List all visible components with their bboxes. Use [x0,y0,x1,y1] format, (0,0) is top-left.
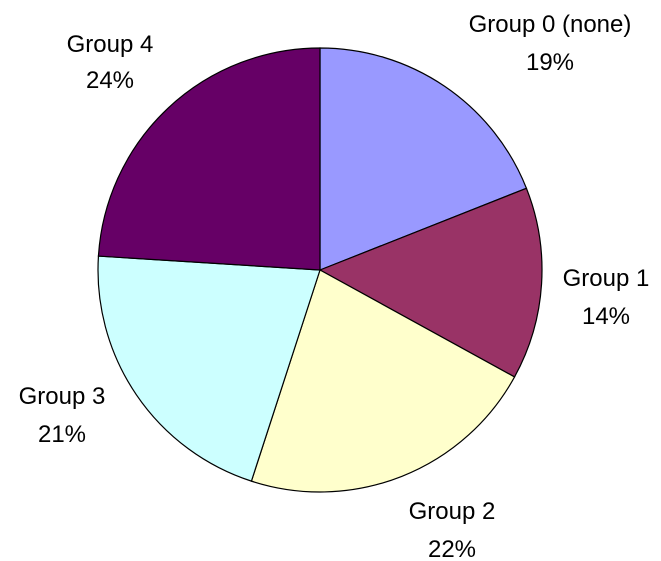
slice-label-name-3: Group 3 [19,383,106,410]
labels-layer: Group 0 (none) 19% Group 1 14% Group 2 22% Gro… [19,11,650,561]
slices-layer [97,47,543,493]
slice-label-value-0: 19% [526,49,574,76]
pie-slice-3 [97,255,321,482]
pie-slice-1 [318,187,543,378]
slice-label-name-0: Group 0 (none) [469,11,632,38]
pie-slice-2 [250,269,516,493]
slice-label-value-2: 22% [428,536,476,561]
slice-label-value-3: 21% [38,421,86,448]
slice-label-value-1: 14% [582,303,630,330]
pie-slice-4 [97,47,321,271]
slice-label-name-2: Group 2 [409,498,496,525]
slice-label-name-4: Group 4 [67,31,154,58]
slice-label-value-4: 24% [86,67,134,94]
pie-slice-0 [319,47,528,271]
slice-label-name-1: Group 1 [563,265,650,292]
